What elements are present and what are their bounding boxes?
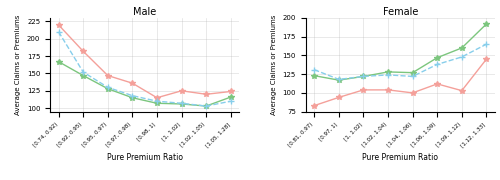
Title: Male: Male <box>133 7 156 17</box>
X-axis label: Pure Premium Ratio: Pure Premium Ratio <box>106 153 182 162</box>
Title: Female: Female <box>382 7 418 17</box>
X-axis label: Pure Premium Ratio: Pure Premium Ratio <box>362 153 438 162</box>
Y-axis label: Average Claims or Premiums: Average Claims or Premiums <box>15 15 21 115</box>
Y-axis label: Average Claims or Premiums: Average Claims or Premiums <box>271 15 277 115</box>
